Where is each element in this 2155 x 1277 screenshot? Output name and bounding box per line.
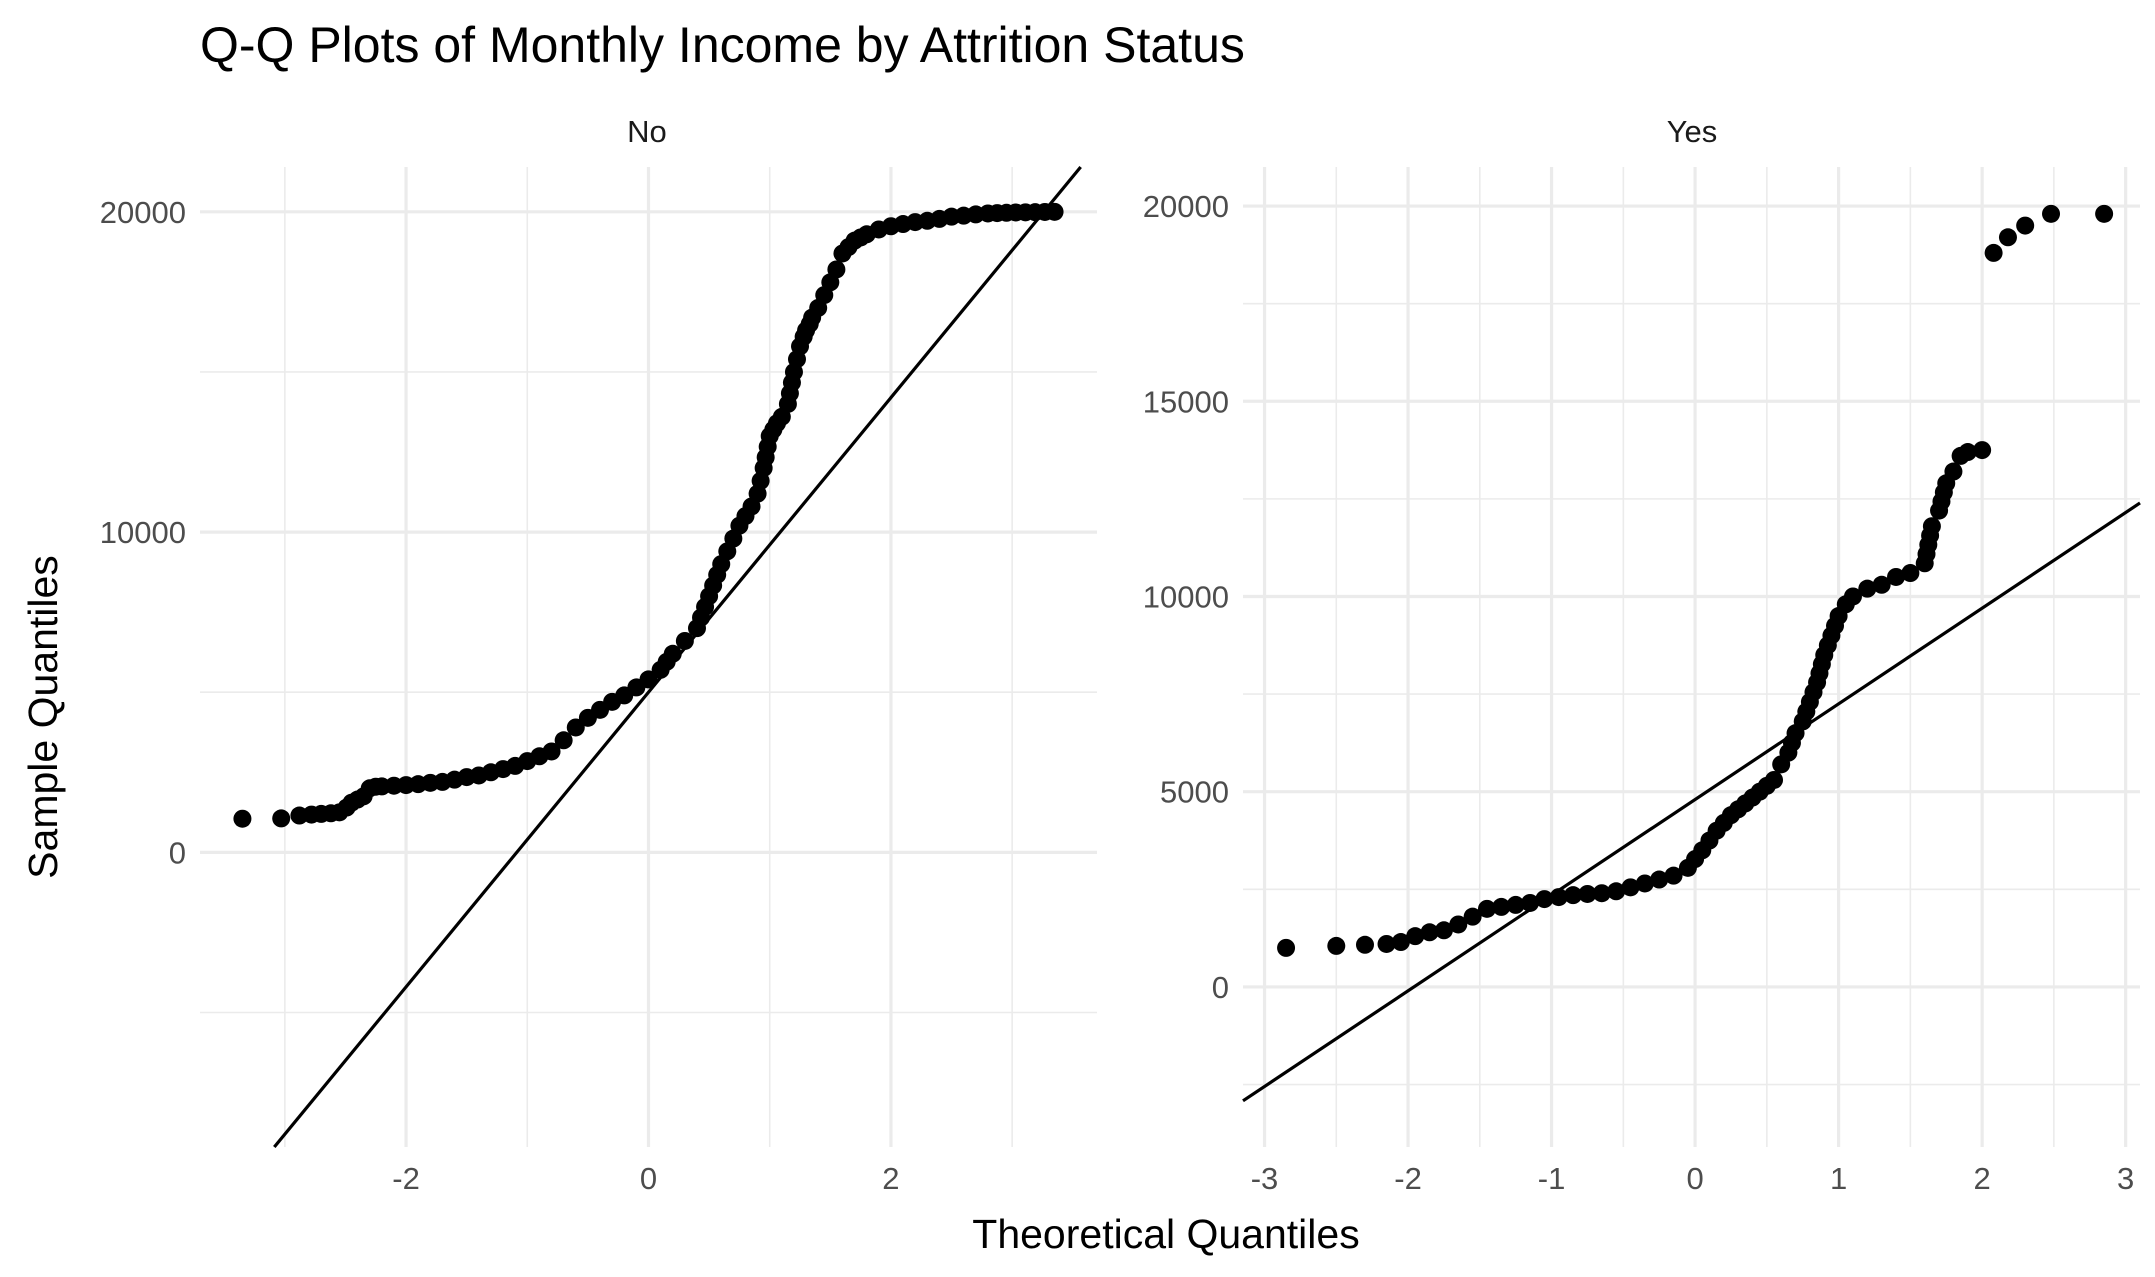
panel-yes-grid <box>1243 167 2140 1147</box>
qq-point <box>1843 587 1862 606</box>
strip-label-yes: Yes <box>1667 114 1718 149</box>
qq-point <box>1420 923 1439 942</box>
qq-point <box>1406 927 1425 946</box>
qq-point <box>1355 935 1374 954</box>
qq-point <box>1449 915 1468 934</box>
qq-point <box>233 809 252 828</box>
qq-point <box>1944 462 1963 481</box>
qq-point <box>1391 933 1410 952</box>
qq-point <box>272 809 291 828</box>
qq-point <box>1973 441 1992 460</box>
panel-yes-reference-line <box>1242 501 2141 1103</box>
qq-point <box>1434 921 1453 940</box>
x-tick-label: 3 <box>2117 1161 2134 1196</box>
qq-point <box>1463 907 1482 926</box>
qq-point <box>675 631 694 650</box>
y-tick-label: 5000 <box>1160 775 1229 810</box>
qq-point <box>2016 216 2035 235</box>
qq-point <box>1635 874 1654 893</box>
y-tick-label: 15000 <box>1143 384 1229 419</box>
x-tick-label: 1 <box>1830 1161 1847 1196</box>
panel-no-points <box>233 202 1064 828</box>
panel-no-grid <box>200 167 1097 1147</box>
x-tick-label: -1 <box>1538 1161 1566 1196</box>
qq-point <box>566 718 585 737</box>
qq-point <box>1621 878 1640 897</box>
qq-point <box>1765 770 1784 789</box>
strip-label-no: No <box>627 114 667 149</box>
qq-point <box>1901 564 1920 583</box>
qq-point <box>1922 517 1941 536</box>
x-tick-label: 2 <box>882 1161 899 1196</box>
chart-title: Q-Q Plots of Monthly Income by Attrition… <box>200 17 1245 73</box>
qq-point <box>1592 884 1611 903</box>
qq-point <box>1492 897 1511 916</box>
x-tick-label: 2 <box>1974 1161 1991 1196</box>
y-tick-label: 10000 <box>1143 579 1229 614</box>
reference-line <box>1242 501 2141 1103</box>
qq-point <box>1958 443 1977 462</box>
qq-point <box>1872 575 1891 594</box>
qq-point <box>1521 893 1540 912</box>
panel-yes-points <box>1277 204 2114 957</box>
qq-point <box>1045 202 1064 221</box>
qq-point <box>1650 870 1669 889</box>
qq-point <box>663 644 682 663</box>
x-tick-label: -2 <box>1394 1161 1422 1196</box>
qq-point <box>1578 884 1597 903</box>
x-tick-label: -3 <box>1251 1161 1279 1196</box>
qq-point <box>2042 204 2061 223</box>
qq-point <box>1327 936 1346 955</box>
panel-yes-ticks: -3 -2 -1 0 1 2 3 0 5000 10000 15000 20000 <box>1143 189 2134 1196</box>
qq-point <box>1858 579 1877 598</box>
qq-point <box>542 742 561 761</box>
qq-point <box>1998 228 2017 247</box>
qq-point <box>1535 890 1554 909</box>
y-tick-label: 10000 <box>100 515 186 550</box>
qq-point <box>1607 882 1626 901</box>
y-tick-label: 0 <box>169 835 186 870</box>
x-axis-title: Theoretical Quantiles <box>972 1211 1359 1257</box>
qq-point <box>1549 888 1568 907</box>
qq-point <box>2095 204 2114 223</box>
panel-yes: -3 -2 -1 0 1 2 3 0 5000 10000 15000 20000 Yes <box>1143 114 2141 1196</box>
x-tick-label: 0 <box>640 1161 657 1196</box>
y-tick-label: 20000 <box>100 195 186 230</box>
qq-point <box>1664 866 1683 885</box>
qq-point <box>1564 886 1583 905</box>
qq-point <box>827 260 846 279</box>
qq-point <box>1887 567 1906 586</box>
qq-point <box>1477 899 1496 918</box>
qq-point <box>1506 895 1525 914</box>
panel-no-ticks: -2 0 2 0 10000 20000 <box>100 195 900 1196</box>
qq-point <box>1984 243 2003 262</box>
qq-point <box>554 731 573 750</box>
x-tick-label: -2 <box>392 1161 420 1196</box>
panel-no: -2 0 2 0 10000 20000 No <box>100 114 1097 1196</box>
qq-point <box>639 670 658 689</box>
y-tick-label: 0 <box>1212 970 1229 1005</box>
qq-point <box>1377 934 1396 953</box>
y-axis-title: Sample Quantiles <box>20 555 66 879</box>
y-tick-label: 20000 <box>1143 189 1229 224</box>
x-tick-label: 0 <box>1686 1161 1703 1196</box>
qq-point <box>1277 938 1296 957</box>
